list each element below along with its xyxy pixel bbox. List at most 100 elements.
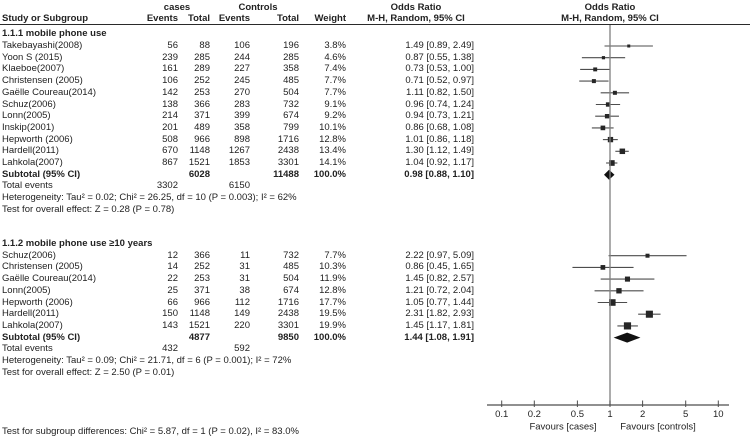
odds-ratio-header-left: Odds Ratio [390, 2, 442, 13]
controls-events-value: 220 [234, 319, 250, 331]
study-name: Gaëlle Coureau(2014) [2, 86, 97, 98]
controls-total-value: 1716 [277, 296, 299, 308]
odds-ratio-ci-value: 1.11 [0.82, 1.50] [406, 86, 474, 98]
study-row: Yoon S (2015) 239 285 244 285 4.6% 0.87 [0.55,… [0, 52, 480, 64]
odds-ratio-header-right: Odds Ratio [584, 2, 636, 13]
total-events-controls: 592 [234, 343, 250, 355]
study-row: Lonn(2005) 214 371 399 674 9.2% 0.94 [0.73, 1.… [0, 110, 480, 122]
subtotal-cases-total: 4877 [188, 331, 210, 343]
or-square-marker [608, 299, 616, 306]
or-square-marker [600, 125, 606, 131]
odds-ratio-ci-value: 1.30 [1.12, 1.49] [405, 145, 474, 157]
weight-value: 17.7% [319, 296, 346, 308]
cases-total-value: 253 [194, 273, 210, 285]
controls-total-value: 2438 [277, 308, 299, 320]
overall-effect-text: Test for overall effect: Z = 0.28 (P = 0… [2, 203, 175, 215]
overall-effect-row: Test for overall effect: Z = 0.28 (P = 0… [0, 204, 480, 216]
section-heading-row: 1.1.1 mobile phone use [0, 28, 480, 40]
subtotal-controls-total: 11488 [273, 168, 299, 180]
controls-events-value: 31 [239, 273, 250, 285]
controls-total-value: 3301 [277, 319, 299, 331]
subtotal-weight: 100.0% [313, 168, 346, 180]
controls-events-value: 38 [239, 284, 250, 296]
study-row: Christensen (2005) 14 252 31 485 10.3% 0.86 [0… [0, 261, 480, 273]
cases-events-value: 867 [162, 157, 178, 168]
total-events-row: Total events 3302 6150 [0, 180, 480, 192]
section-heading-row: 1.1.2 mobile phone use ≥10 years [0, 238, 480, 250]
cases-events-value: 56 [167, 40, 178, 51]
or-square-marker [616, 288, 622, 294]
cases-events-value: 143 [162, 319, 178, 331]
subtotal-odds-ratio-ci: 1.44 [1.08, 1.91] [404, 331, 474, 343]
controls-total-value: 196 [283, 40, 299, 51]
or-square-marker [609, 160, 615, 166]
odds-ratio-ci-value: 1.21 [0.72, 2.04] [405, 284, 474, 296]
weight-value: 19.9% [319, 319, 346, 331]
controls-total-value: 358 [283, 63, 299, 75]
cases-events-value: 201 [162, 121, 178, 133]
heterogeneity-row: Heterogeneity: Tau² = 0.02; Chi² = 26.25… [0, 192, 480, 204]
study-name: Christensen (2005) [2, 261, 83, 273]
cases-total-value: 1148 [189, 145, 210, 157]
overall-effect-row: Test for overall effect: Z = 2.50 (P = 0… [0, 367, 480, 379]
controls-events-value: 898 [234, 133, 250, 145]
controls-group-header: Controls [238, 2, 278, 13]
cases-total-value: 252 [194, 261, 210, 273]
cases-events-value: 12 [167, 249, 178, 261]
cases-events-value: 670 [162, 145, 178, 157]
study-name: Lonn(2005) [2, 284, 51, 296]
total-events-label: Total events [2, 343, 53, 355]
cases-total-value: 1148 [189, 308, 210, 320]
subtotal-row: Subtotal (95% CI) 6028 11488 100.0% 0.98 [0.… [0, 169, 480, 181]
controls-total-value: 2438 [277, 145, 299, 157]
odds-ratio-ci-value: 0.87 [0.55, 1.38] [405, 51, 474, 63]
controls-total-value: 732 [283, 249, 299, 261]
or-square-marker [619, 148, 626, 155]
total-events-label: Total events [2, 180, 53, 192]
study-row: Lahkola(2007) 867 1521 1853 3301 14.1% 1.04 [0… [0, 157, 480, 169]
controls-total-value: 799 [283, 121, 299, 133]
or-square-marker [623, 322, 632, 330]
cases-total-value: 88 [199, 40, 210, 51]
study-name: Lahkola(2007) [2, 157, 63, 168]
controls-events-value: 399 [234, 110, 250, 122]
study-name: Hardell(2011) [2, 145, 59, 157]
cases-total-value: 966 [194, 296, 210, 308]
total-events-cases: 3302 [156, 180, 178, 192]
study-row: Christensen (2005) 106 252 245 485 7.7% 0.71 [… [0, 75, 480, 87]
study-row: Gaëlle Coureau(2014) 22 253 31 504 11.9% 1.45 … [0, 273, 480, 285]
cases-total-value: 252 [194, 75, 210, 87]
odds-ratio-ci-value: 0.86 [0.68, 1.08] [405, 121, 474, 133]
weight-value: 11.9% [319, 273, 346, 285]
subtotal-odds-ratio-ci: 0.98 [0.88, 1.10] [404, 168, 474, 180]
favours-controls-label: Favours [controls] [620, 422, 696, 433]
cases-events-value: 508 [162, 133, 178, 145]
or-square-marker [627, 44, 631, 48]
controls-total-value: 3301 [277, 157, 299, 168]
controls-total-value: 732 [283, 98, 299, 110]
axis-tick-label: 5 [683, 409, 688, 420]
odds-ratio-ci-value: 1.45 [1.17, 1.81] [405, 319, 474, 331]
or-square-marker [645, 253, 650, 258]
odds-ratio-ci-value: 1.04 [0.92, 1.17] [405, 157, 474, 168]
cases-events-value: 22 [167, 273, 178, 285]
controls-events-value: 1267 [228, 145, 250, 157]
overall-effect-text: Test for overall effect: Z = 2.50 (P = 0… [2, 366, 175, 378]
cases-events-value: 214 [162, 110, 178, 122]
cases-events-column-header: Events [146, 13, 178, 24]
study-row: Schuz(2006) 138 366 283 732 9.1% 0.96 [0.74, 1… [0, 99, 480, 111]
controls-events-value: 270 [234, 86, 250, 98]
axis-tick-label: 10 [713, 409, 724, 420]
subtotal-label: Subtotal (95% CI) [2, 331, 81, 343]
controls-events-value: 245 [234, 75, 250, 87]
subtotal-cases-total: 6028 [188, 168, 210, 180]
weight-value: 7.7% [324, 75, 346, 87]
subgroup-difference-note: Test for subgroup differences: Chi² = 5.… [2, 426, 299, 437]
cases-total-value: 1521 [188, 319, 210, 331]
heterogeneity-row: Heterogeneity: Tau² = 0.09; Chi² = 21.71… [0, 355, 480, 367]
mh-ci-column-header-left: M-H, Random, 95% CI [367, 13, 465, 24]
or-square-marker [601, 56, 606, 60]
controls-total-value: 485 [283, 75, 299, 87]
study-row: Takebayashi(2008) 56 88 106 196 3.8% 1.49 [0.8… [0, 40, 480, 52]
